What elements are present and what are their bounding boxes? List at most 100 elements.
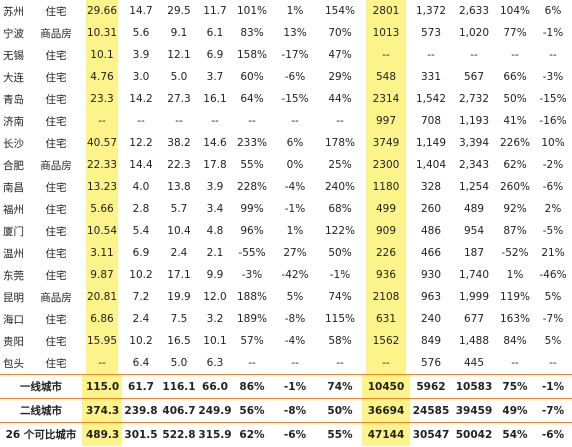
table-cell: 954 <box>463 225 485 237</box>
table-cell: -46% <box>539 269 567 281</box>
table-row: 合肥 商品房 22.33 14.4 22.3 17.8 55% 0% 25% 2300 1,404 2… <box>0 154 572 176</box>
table-cell: 二线城市 <box>0 398 82 423</box>
table-cell: 61.7 <box>122 374 160 399</box>
table-cell: 济南 <box>3 115 24 128</box>
table-cell: 10450 <box>362 374 410 399</box>
table-cell: -- <box>291 357 299 369</box>
table-cell: 7.5 <box>170 313 188 325</box>
table-cell: 50% <box>318 398 362 423</box>
table-cell: 3.2 <box>206 313 224 325</box>
table-cell: 1,254 <box>458 181 490 193</box>
table-cell: -3% <box>241 269 263 281</box>
table-cell: -15% <box>539 93 567 105</box>
table-cell: 489.3 <box>82 422 122 446</box>
table-cell: -16% <box>539 115 567 127</box>
table-cell: 9.9 <box>206 269 224 281</box>
table-cell: -52% <box>501 247 529 259</box>
table-cell: 住宅 <box>45 93 67 106</box>
table-cell: 苏州 <box>3 5 24 18</box>
table-cell: 12.1 <box>167 49 191 61</box>
table-cell: 240% <box>324 181 356 193</box>
table-cell: 47144 <box>362 422 410 446</box>
table-cell: -15% <box>281 93 309 105</box>
table-cell: -2% <box>542 159 564 171</box>
table-cell: 54% <box>496 422 534 446</box>
table-cell: 3.0 <box>132 71 150 83</box>
table-cell: -- <box>82 110 122 132</box>
table-cell: 96% <box>240 225 264 237</box>
table-cell: 40.57 <box>82 132 122 154</box>
table-cell: -- <box>549 49 557 61</box>
table-cell: 50% <box>503 93 527 105</box>
table-cell: 1,020 <box>458 27 490 39</box>
table-cell: 50% <box>328 247 352 259</box>
table-cell: 14.6 <box>203 137 227 149</box>
table-row: 贵阳 住宅 15.95 10.2 16.5 10.1 57% -4% 58% 1562 849 1,4… <box>0 330 572 352</box>
table-cell: 374.3 <box>82 398 122 423</box>
table-cell: 住宅 <box>45 313 67 326</box>
table-cell: 119% <box>499 291 531 303</box>
table-cell: 大连 <box>3 71 24 84</box>
table-cell: -- <box>248 115 256 127</box>
table-cell: 1,488 <box>458 335 490 347</box>
table-cell: 66.0 <box>198 374 232 399</box>
table-cell: 0% <box>286 159 304 171</box>
table-cell: -55% <box>238 247 266 259</box>
table-cell: 2.1 <box>206 247 224 259</box>
table-cell: 5.4 <box>132 225 150 237</box>
table-cell: 1,740 <box>458 269 490 281</box>
table-cell: 商品房 <box>40 27 72 40</box>
table-cell: 708 <box>420 115 442 127</box>
table-cell: 10.2 <box>129 269 153 281</box>
table-cell: 住宅 <box>45 203 67 216</box>
table-cell: 522.8 <box>160 422 198 446</box>
table-cell: 6.4 <box>132 357 150 369</box>
table-cell: -- <box>362 44 410 66</box>
table-cell: 187 <box>463 247 485 259</box>
table-cell: 331 <box>420 71 442 83</box>
table-cell: 1% <box>286 225 304 237</box>
table-cell: 158% <box>236 49 268 61</box>
table-cell: -- <box>291 115 299 127</box>
table-cell: 14.4 <box>129 159 153 171</box>
table-cell: 2.4 <box>132 313 150 325</box>
table-cell: 163% <box>499 313 531 325</box>
table-cell: -1% <box>329 269 351 281</box>
table-cell: 2314 <box>362 88 410 110</box>
table-cell: 226 <box>362 242 410 264</box>
table-cell: 30547 <box>410 422 452 446</box>
table-cell: 87% <box>503 225 527 237</box>
table-cell: 62% <box>232 422 272 446</box>
table-cell: 1562 <box>362 330 410 352</box>
table-cell: 贵阳 <box>3 335 24 348</box>
table-cell: 122% <box>324 225 356 237</box>
table-cell: 10.4 <box>167 225 191 237</box>
table-cell: 64% <box>240 93 264 105</box>
table-cell: 6.3 <box>206 357 224 369</box>
table-cell: 5% <box>286 291 304 303</box>
table-cell: 74% <box>328 291 352 303</box>
table-cell: 178% <box>324 137 356 149</box>
table-cell: 2% <box>544 203 562 215</box>
table-cell: 260 <box>420 203 442 215</box>
table-cell: 2,343 <box>458 159 490 171</box>
table-cell: 15.95 <box>82 330 122 352</box>
table-cell: 101% <box>236 5 268 17</box>
table-cell: 38.2 <box>167 137 191 149</box>
table-cell: -1% <box>284 203 306 215</box>
table-cell: 22.3 <box>167 159 191 171</box>
table-cell: 489 <box>463 203 485 215</box>
table-cell: -6% <box>534 422 572 446</box>
table-cell: 66% <box>503 71 527 83</box>
table-cell: -- <box>248 357 256 369</box>
table-cell: 849 <box>420 335 442 347</box>
table-cell: 10.1 <box>203 335 227 347</box>
table-cell: 23.3 <box>82 88 122 110</box>
table-cell: 26 个可比城市 <box>0 422 82 446</box>
table-cell: 19.9 <box>167 291 191 303</box>
table-cell: 1% <box>506 269 524 281</box>
table-cell: 商品房 <box>40 291 72 304</box>
table-cell: 77% <box>503 27 527 39</box>
table-cell: 14.2 <box>129 93 153 105</box>
table-cell: 包头 <box>3 357 24 370</box>
